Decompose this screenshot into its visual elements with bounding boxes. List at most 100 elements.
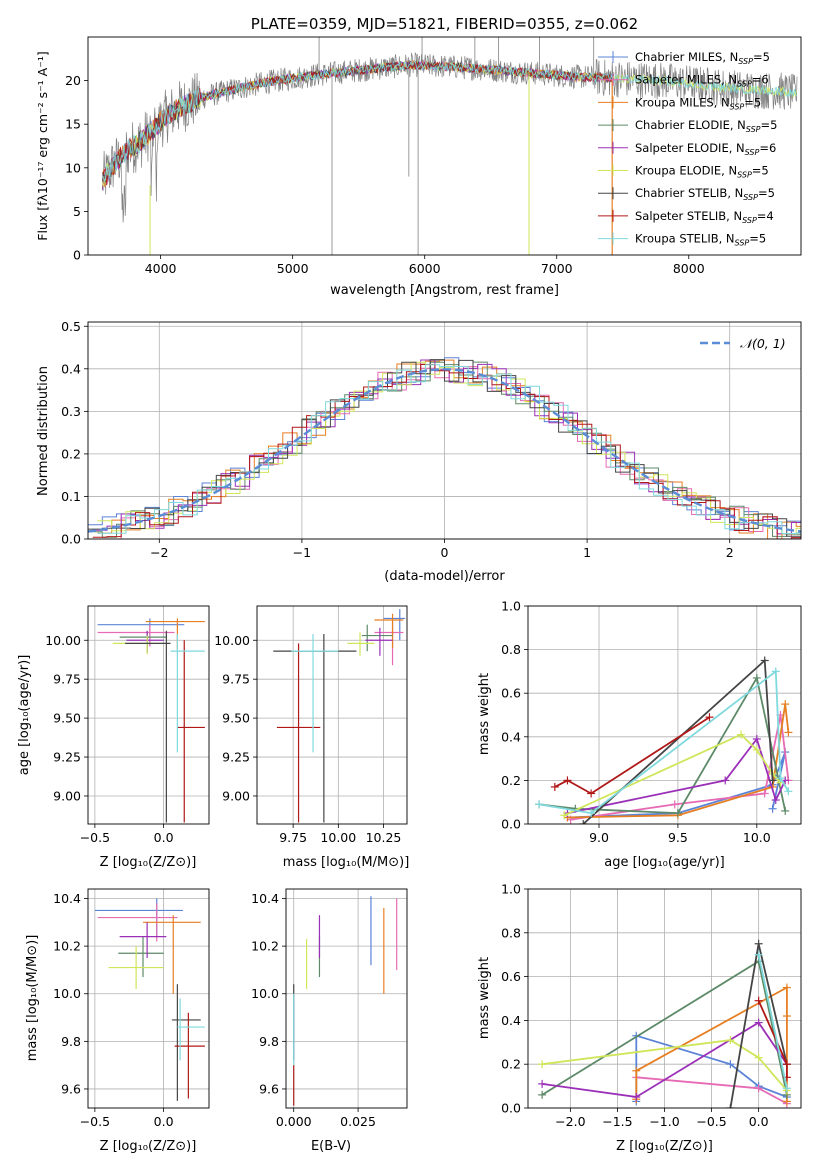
y-tick-label: 1.0 — [501, 599, 521, 614]
y-tick-label: 10.0 — [53, 986, 81, 1001]
x-tick-label: −2.0 — [555, 1114, 585, 1129]
x-tick-label: −0.5 — [696, 1114, 726, 1129]
y-tick-label: 9.25 — [53, 750, 81, 765]
y-tick-label: 9.6 — [259, 1081, 279, 1096]
residual-histogram-kroupa_elodie — [97, 361, 801, 535]
y-tick-label: 15 — [65, 117, 81, 132]
weight-vs-age-panel: 9.0 9.5 10.0 0.0 0.2 0.4 0.6 0.8 1.0 age [log₁₀(… — [477, 599, 802, 870]
weight-vs-z-frame — [527, 888, 802, 1109]
weight-vs-z-panel: −2.0 −1.5 −1.0 −0.5 0.0 0.0 0.2 0.4 0.6 0.8 1.0 Z … — [477, 882, 802, 1154]
legend-label-text: Kroupa MILES, N — [635, 95, 730, 109]
normal-curve — [88, 368, 801, 533]
mass-vs-ebv-panel: 0.000 0.025 9.6 9.8 10.0 10.2 10.4 E(B-V) — [251, 888, 408, 1154]
model-spectrum-chabrier_stelib — [102, 60, 614, 183]
y-tick-label: 0.1 — [61, 489, 81, 504]
y-tick-label: 0.0 — [61, 532, 81, 547]
y-tick-label: 0.2 — [61, 446, 81, 461]
legend-count: =5 — [744, 95, 761, 109]
y-tick-label: 20 — [65, 73, 81, 88]
y-tick-label: 9.50 — [222, 711, 250, 726]
age-vs-z-ticks: −0.5 0.0 9.00 9.25 9.50 9.75 10.00 — [45, 633, 173, 845]
x-tick-label: 2 — [726, 545, 734, 560]
x-tick-label: −0.5 — [80, 1114, 110, 1129]
y-tick-label: 9.75 — [53, 672, 81, 687]
legend-label-chabrier_elodie: Chabrier ELODIE, NSSP=5 — [635, 118, 777, 134]
weight-vs-z-ylabel: mass weight — [477, 957, 492, 1039]
y-tick-label: 0.8 — [501, 642, 521, 657]
y-tick-label: 10 — [65, 160, 81, 175]
normal-curve-legend-label: 𝒩(0, 1) — [740, 336, 786, 351]
mass-vs-z-frame — [87, 888, 210, 1109]
mass-vs-z-ticks: −0.5 0.0 9.6 9.8 10.0 10.2 10.4 — [53, 891, 173, 1129]
residuals-panel: −2 −1 0 1 2 0.0 0.1 0.2 0.3 0.4 0.5 𝒩(0, 1) (data-… — [36, 319, 802, 584]
x-tick-label: −1 — [293, 545, 311, 560]
y-tick-label: 10.00 — [214, 633, 250, 648]
y-tick-label: 0.3 — [61, 404, 81, 419]
y-tick-label: 9.00 — [222, 788, 250, 803]
y-tick-label: 10.0 — [251, 986, 279, 1001]
legend-subscript: SSP — [735, 239, 750, 248]
residuals-frame — [87, 321, 802, 540]
legend-label-kroupa_miles: Kroupa MILES, NSSP=5 — [635, 95, 761, 111]
residuals-legend: 𝒩(0, 1) — [700, 336, 786, 351]
x-tick-label: −2 — [150, 545, 168, 560]
legend-label-kroupa_stelib: Kroupa STELIB, NSSP=5 — [635, 232, 766, 248]
legend-label-salpeter_miles: Salpeter MILES, NSSP=6 — [635, 73, 769, 89]
spectrum-legend: Chabrier MILES, NSSP=5 Salpeter MILES, NS… — [598, 50, 777, 248]
y-tick-label: 5 — [73, 204, 81, 219]
legend-subscript: SSP — [738, 57, 753, 66]
weight-vs-age-xlabel: age [log₁₀(age/yr)] — [604, 855, 725, 870]
age-vs-mass-xlabel: mass [log₁₀(M/M⊙)] — [283, 855, 410, 870]
x-tick-label: 10.00 — [320, 830, 356, 845]
y-tick-label: 9.8 — [61, 1034, 81, 1049]
x-tick-label: −0.5 — [80, 830, 110, 845]
y-tick-label: 0.4 — [61, 361, 81, 376]
spectrum-title: PLATE=0359, MJD=51821, FIBERID=0355, z=0… — [251, 15, 638, 33]
legend-label-chabrier_miles: Chabrier MILES, NSSP=5 — [635, 50, 770, 66]
weight-line-kroupa_elodie — [541, 1039, 788, 1092]
x-tick-label: 10.0 — [743, 830, 771, 845]
legend-label-text: Kroupa ELODIE, N — [635, 164, 737, 178]
x-tick-label: 9.5 — [668, 830, 688, 845]
mass-vs-z-marks — [94, 898, 205, 1101]
x-tick-label: 9.0 — [589, 830, 609, 845]
age-vs-z-grid — [88, 606, 209, 824]
legend-subscript: SSP — [742, 216, 757, 225]
y-tick-label: 0.2 — [501, 773, 521, 788]
y-tick-label: 10.2 — [251, 939, 279, 954]
x-tick-label: 7000 — [541, 261, 573, 276]
spectrum-marks — [102, 37, 798, 255]
y-tick-label: 10.00 — [45, 633, 81, 648]
residuals-ylabel: Normed distribution — [36, 366, 51, 496]
legend-count: =5 — [758, 186, 775, 200]
y-tick-label: 9.75 — [222, 672, 250, 687]
x-tick-label: 10.25 — [366, 830, 402, 845]
legend-count: =4 — [757, 209, 774, 223]
spectrum-panel: PLATE=0359, MJD=51821, FIBERID=0355, z=0… — [35, 15, 802, 298]
x-tick-label: 9.75 — [279, 830, 307, 845]
y-tick-label: 0.0 — [501, 1101, 521, 1116]
age-vs-mass-panel: 9.75 10.00 10.25 9.00 9.25 9.50 9.75 10.00 mass… — [214, 605, 410, 870]
y-tick-label: 0.4 — [501, 1013, 521, 1028]
y-tick-label: 0 — [73, 248, 81, 263]
x-tick-label: 1 — [583, 545, 591, 560]
weight-vs-z-marks — [538, 939, 791, 1108]
y-tick-label: 1.0 — [501, 882, 521, 897]
weight-vs-age-frame — [527, 605, 802, 825]
residuals-ticks: −2 −1 0 1 2 0.0 0.1 0.2 0.3 0.4 0.5 — [61, 319, 734, 560]
legend-subscript: SSP — [745, 148, 760, 157]
y-tick-label: 0.4 — [501, 729, 521, 744]
legend-label-text: Chabrier STELIB, N — [635, 186, 743, 200]
weight-line-salpeter_stelib — [554, 716, 710, 795]
weight-vs-z-ticks: −2.0 −1.5 −1.0 −0.5 0.0 0.0 0.2 0.4 0.6 0.8 1.0 — [501, 882, 769, 1130]
x-tick-label: 0.0 — [154, 1114, 174, 1129]
x-tick-label: 8000 — [673, 261, 705, 276]
y-tick-label: 0.8 — [501, 925, 521, 940]
weight-line-kroupa_stelib — [757, 954, 788, 1089]
spectrum-xlabel: wavelength [Angstrom, rest frame] — [330, 283, 559, 298]
legend-subscript: SSP — [737, 171, 752, 180]
age-vs-mass-marks — [273, 609, 406, 823]
mass-vs-z-grid — [88, 889, 209, 1108]
age-vs-z-marks — [97, 618, 205, 823]
